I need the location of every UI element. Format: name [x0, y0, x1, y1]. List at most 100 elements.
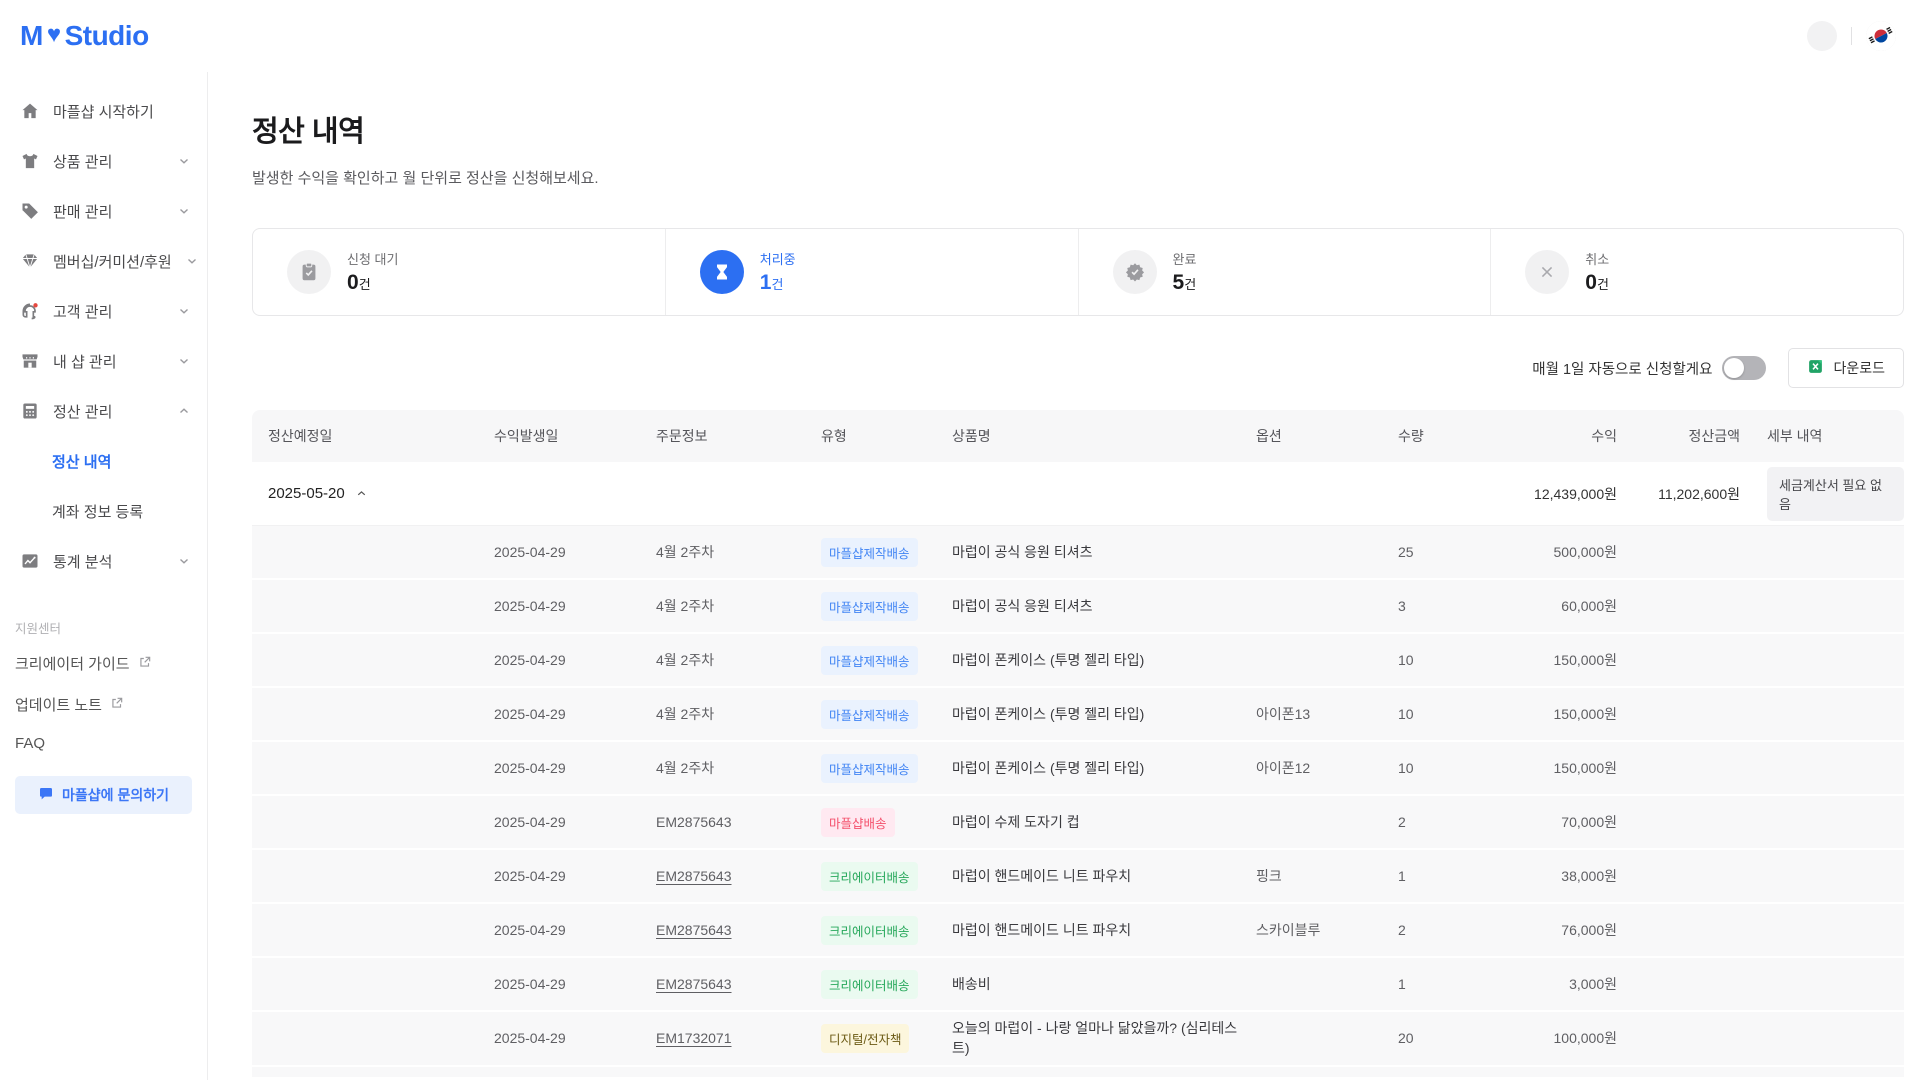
revenue: 500,000원	[1553, 544, 1618, 560]
product-name: 마럽이 핸드메이드 니트 파우치	[952, 867, 1132, 884]
settlement-table: 정산예정일 수익발생일 주문정보 유형 상품명 옵션 수량 수익 정산금액 세부…	[252, 410, 1904, 1077]
revenue-date: 2025-04-29	[494, 1030, 566, 1047]
type-badge: 마플샵제작배송	[821, 645, 918, 675]
sidebar-item-label: 멤버십/커미션/후원	[53, 253, 172, 271]
type-badge: 디지털/전자책	[821, 1023, 910, 1053]
col-header: 정산예정일	[268, 428, 333, 444]
order-number-link[interactable]: EM2875643	[656, 868, 732, 884]
quantity: 3	[1398, 598, 1406, 614]
order-number-link[interactable]: EM2875643	[656, 922, 732, 938]
status-count: 0건	[347, 271, 371, 294]
revenue: 38,000원	[1561, 868, 1617, 884]
order-info: 4월 2주차	[656, 706, 715, 722]
sidebar-item-label: 판매 관리	[53, 203, 113, 221]
tshirt-icon	[20, 151, 40, 171]
status-card-complete: 완료 5건	[1077, 229, 1491, 315]
sidebar-item-statistics[interactable]: 통계 분석	[0, 536, 207, 586]
revenue-date: 2025-04-29	[494, 706, 566, 722]
page-title: 정산 내역	[252, 116, 365, 148]
revenue-date: 2025-04-29	[494, 544, 566, 560]
sidebar-item-product-management[interactable]: 상품 관리	[0, 136, 207, 186]
group-settlement-amount: 11,202,600원	[1658, 485, 1740, 502]
order-number-link[interactable]: EM2875643	[656, 976, 732, 992]
sidebar: 마플샵 시작하기 상품 관리 판매 관리 멤버십/커미션/후원	[0, 72, 208, 1080]
auto-apply-label: 매월 1일 자동으로 신청할게요	[1532, 361, 1713, 378]
korean-flag-language-icon[interactable]	[1866, 21, 1896, 51]
storefront-icon	[20, 351, 40, 371]
clipboard-check-icon	[287, 250, 331, 294]
col-header: 정산금액	[1688, 428, 1740, 444]
order-number-link[interactable]: EM1732071	[656, 1030, 732, 1047]
table-row: 2025-04-29 EM2875643 크리에이터배송 마럽이 핸드메이드 니…	[252, 850, 1904, 904]
page-subtitle: 발생한 수익을 확인하고 월 단위로 정산을 신청해보세요.	[252, 170, 599, 187]
tax-invoice-badge[interactable]: 세금계산서 필요 없음	[1767, 466, 1904, 521]
order-info: 4월 2주차	[656, 544, 715, 560]
external-link-icon	[138, 655, 152, 673]
sidebar-item-sales-management[interactable]: 판매 관리	[0, 186, 207, 236]
divider	[1851, 27, 1852, 45]
table-row: 2025-04-29 4월 2주차 마플샵제작배송 마럽이 공식 응원 티셔츠 …	[252, 580, 1904, 634]
update-notes-link[interactable]: 업데이트 노트	[15, 684, 191, 725]
sidebar-item-customer-management[interactable]: 고객 관리	[0, 286, 207, 336]
sidebar-subitem-settlement-history[interactable]: 정산 내역	[0, 436, 207, 486]
sidebar-item-start-marppleshop[interactable]: 마플샵 시작하기	[0, 86, 207, 136]
auto-apply-toggle[interactable]	[1722, 356, 1767, 380]
type-badge: 크리에이터배송	[821, 915, 918, 945]
sidebar-item-my-shop-management[interactable]: 내 샵 관리	[0, 336, 207, 386]
type-badge: 마플샵배송	[821, 807, 895, 837]
type-badge: 마플샵제작배송	[821, 753, 918, 783]
sidebar-item-settlement-management[interactable]: 정산 관리	[0, 386, 207, 436]
product-name: 마럽이 폰케이스 (투명 젤리 타입)	[952, 651, 1145, 668]
revenue: 70,000원	[1561, 814, 1617, 830]
revenue-date: 2025-04-29	[494, 760, 566, 776]
type-badge: 마플샵제작배송	[821, 699, 918, 729]
group-date-toggle[interactable]: 2025-05-20	[252, 485, 494, 502]
col-header: 주문정보	[656, 428, 708, 444]
option: 스카이블루	[1256, 922, 1321, 938]
quantity: 20	[1398, 1030, 1414, 1047]
chevron-down-icon	[177, 554, 191, 568]
chevron-down-icon	[177, 304, 191, 318]
option: 아이폰12	[1256, 760, 1311, 776]
support-center-section: 지원센터 크리에이터 가이드 업데이트 노트 FAQ	[0, 604, 207, 762]
creator-guide-link[interactable]: 크리에이터 가이드	[15, 643, 191, 684]
revenue-date: 2025-04-29	[494, 652, 566, 668]
chevron-down-icon	[177, 154, 191, 168]
order-info: 4월 2주차	[656, 598, 715, 614]
revenue-date: 2025-04-29	[494, 922, 566, 938]
chat-icon	[38, 786, 54, 805]
table-header-row: 정산예정일 수익발생일 주문정보 유형 상품명 옵션 수량 수익 정산금액 세부…	[252, 410, 1904, 462]
chevron-down-icon	[177, 354, 191, 368]
table-controls: 매월 1일 자동으로 신청할게요 다운로드	[252, 348, 1904, 388]
status-label: 취소	[1585, 252, 1610, 267]
badge-check-icon	[1112, 250, 1157, 294]
hourglass-icon	[699, 250, 744, 294]
status-count: 1건	[759, 271, 784, 294]
status-label: 신청 대기	[347, 252, 399, 267]
chevron-up-icon	[357, 491, 365, 496]
type-badge: 크리에이터배송	[821, 861, 918, 891]
col-header: 옵션	[1256, 428, 1282, 444]
product-name: 마럽이 폰케이스 (투명 젤리 타입)	[952, 705, 1145, 722]
settlement-group-row: 2025-05-20 12,439,000원 11,202,600원 세금계산서…	[252, 462, 1904, 526]
download-button[interactable]: 다운로드	[1788, 348, 1904, 388]
revenue: 150,000원	[1553, 706, 1618, 722]
product-name: 마럽이 핸드메이드 니트 파우치	[952, 921, 1132, 938]
revenue-date: 2025-04-29	[494, 814, 566, 830]
sidebar-subitem-account-info[interactable]: 계좌 정보 등록	[0, 486, 207, 536]
option: 핑크	[1256, 868, 1282, 884]
status-card-processing: 처리중 1건	[664, 229, 1078, 315]
revenue-date: 2025-04-29	[494, 868, 566, 884]
marppleshop-studio-logo[interactable]: M ♥ Studio	[20, 20, 149, 52]
contact-marppleshop-button[interactable]: 마플샵에 문의하기	[15, 776, 192, 814]
revenue: 150,000원	[1553, 760, 1618, 776]
revenue: 76,000원	[1561, 922, 1617, 938]
group-revenue: 12,439,000원	[1534, 485, 1617, 502]
faq-link[interactable]: FAQ	[15, 735, 46, 752]
sidebar-item-membership-commission[interactable]: 멤버십/커미션/후원	[0, 236, 207, 286]
type-badge: 마플샵제작배송	[821, 537, 918, 567]
col-header: 수익발생일	[494, 428, 559, 444]
status-label: 처리중	[759, 252, 796, 267]
option: 아이폰13	[1256, 706, 1311, 722]
avatar[interactable]	[1807, 21, 1837, 51]
